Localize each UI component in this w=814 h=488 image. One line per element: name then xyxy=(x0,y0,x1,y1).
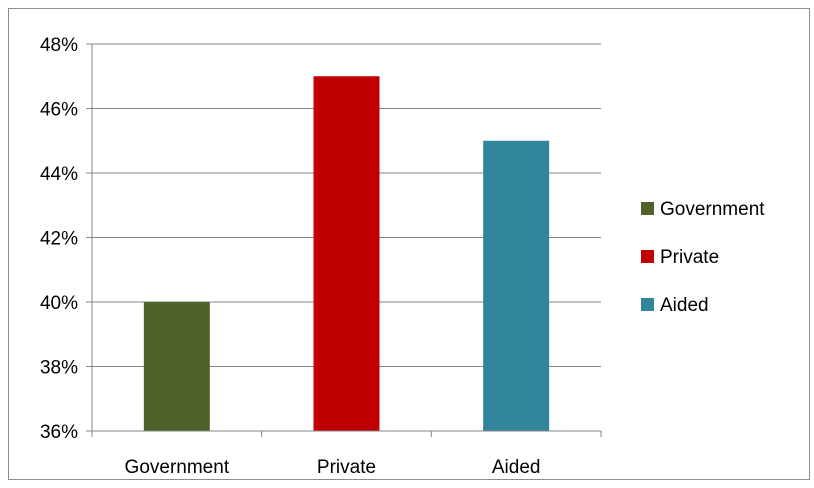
x-tick-label: Aided xyxy=(492,457,541,478)
bars xyxy=(143,76,550,431)
x-tick-label: Private xyxy=(317,457,376,478)
y-tick-label: 38% xyxy=(40,358,78,379)
axes xyxy=(86,43,602,437)
bar-chart: 36% 38% 40% 42% 44% 46% 48% Government Private A… xyxy=(40,35,765,478)
bar-aided xyxy=(483,140,550,431)
bar-private xyxy=(313,76,380,431)
legend-swatch xyxy=(641,298,654,311)
chart-frame: 36% 38% 40% 42% 44% 46% 48% Government Private A… xyxy=(8,8,810,480)
y-tick-label: 48% xyxy=(40,35,78,56)
bar-government xyxy=(143,302,210,431)
legend: Government Private Aided xyxy=(641,199,765,316)
legend-label: Government xyxy=(660,199,765,220)
legend-label: Aided xyxy=(660,295,709,316)
y-tick-label: 46% xyxy=(40,100,78,121)
legend-swatch xyxy=(641,250,654,263)
y-tick-label: 44% xyxy=(40,164,78,185)
y-tick-label: 40% xyxy=(40,293,78,314)
y-tick-labels: 36% 38% 40% 42% 44% 46% 48% xyxy=(40,35,78,443)
legend-label: Private xyxy=(660,247,719,268)
x-tick-label: Government xyxy=(125,457,230,478)
y-tick-label: 42% xyxy=(40,229,78,250)
legend-swatch xyxy=(641,202,654,215)
x-tick-labels: Government Private Aided xyxy=(125,457,541,478)
y-tick-label: 36% xyxy=(40,422,78,443)
